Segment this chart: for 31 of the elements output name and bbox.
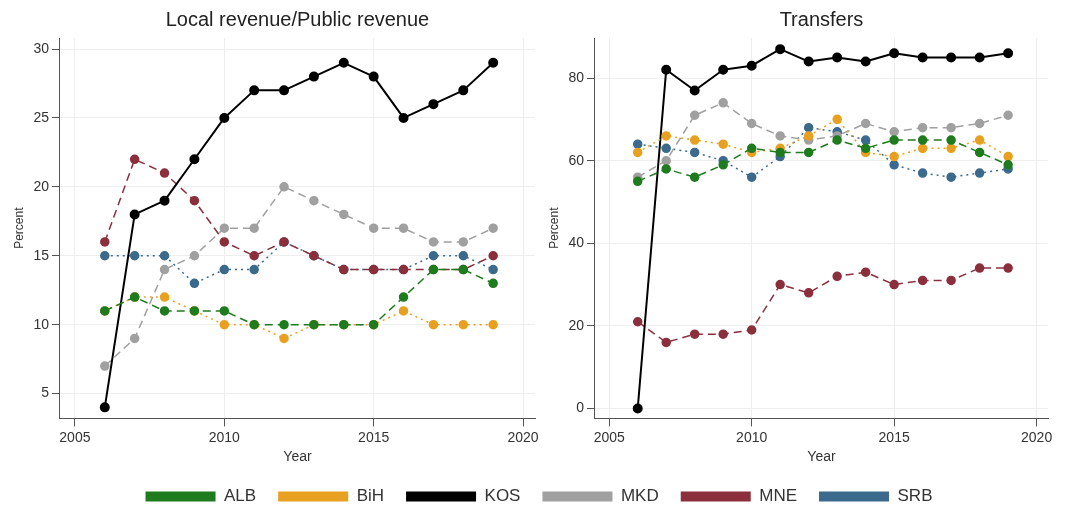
legend-label: SRB xyxy=(897,486,933,506)
legend-label: KOS xyxy=(484,486,521,506)
legend-label: MNE xyxy=(759,486,798,506)
y-tick-label: 25 xyxy=(33,108,50,125)
y-tick-label: 40 xyxy=(568,234,585,251)
x-tick-label: 2005 xyxy=(593,428,625,445)
y-tick-label: 60 xyxy=(568,151,585,168)
legend-label: BiH xyxy=(356,486,385,506)
legend-label: ALB xyxy=(224,486,257,506)
x-tick-label: 2005 xyxy=(59,428,91,445)
y-axis-title: Percent xyxy=(546,206,561,249)
x-axis-title: Year xyxy=(807,448,836,465)
x-tick-label: 2015 xyxy=(878,428,910,445)
x-tick-label: 2015 xyxy=(358,428,390,445)
y-axis-title: Percent xyxy=(11,206,26,249)
y-tick-label: 20 xyxy=(568,316,585,333)
x-tick-label: 2010 xyxy=(208,428,241,445)
x-tick-label: 2020 xyxy=(1021,428,1053,445)
x-tick-label: 2010 xyxy=(736,428,768,445)
x-axis-title: Year xyxy=(283,448,312,465)
chart-title: Local revenue/Public revenue xyxy=(165,7,430,30)
y-tick-label: 10 xyxy=(33,315,50,332)
y-tick-label: 80 xyxy=(568,68,585,85)
y-tick-label: 20 xyxy=(33,177,50,194)
y-tick-label: 15 xyxy=(33,246,50,263)
legend-label: MKD xyxy=(620,486,659,506)
x-tick-label: 2020 xyxy=(507,428,539,445)
y-tick-label: 5 xyxy=(41,384,50,401)
y-tick-label: 30 xyxy=(33,39,50,56)
y-tick-label: 0 xyxy=(576,399,585,416)
chart-title: Transfers xyxy=(779,7,864,30)
